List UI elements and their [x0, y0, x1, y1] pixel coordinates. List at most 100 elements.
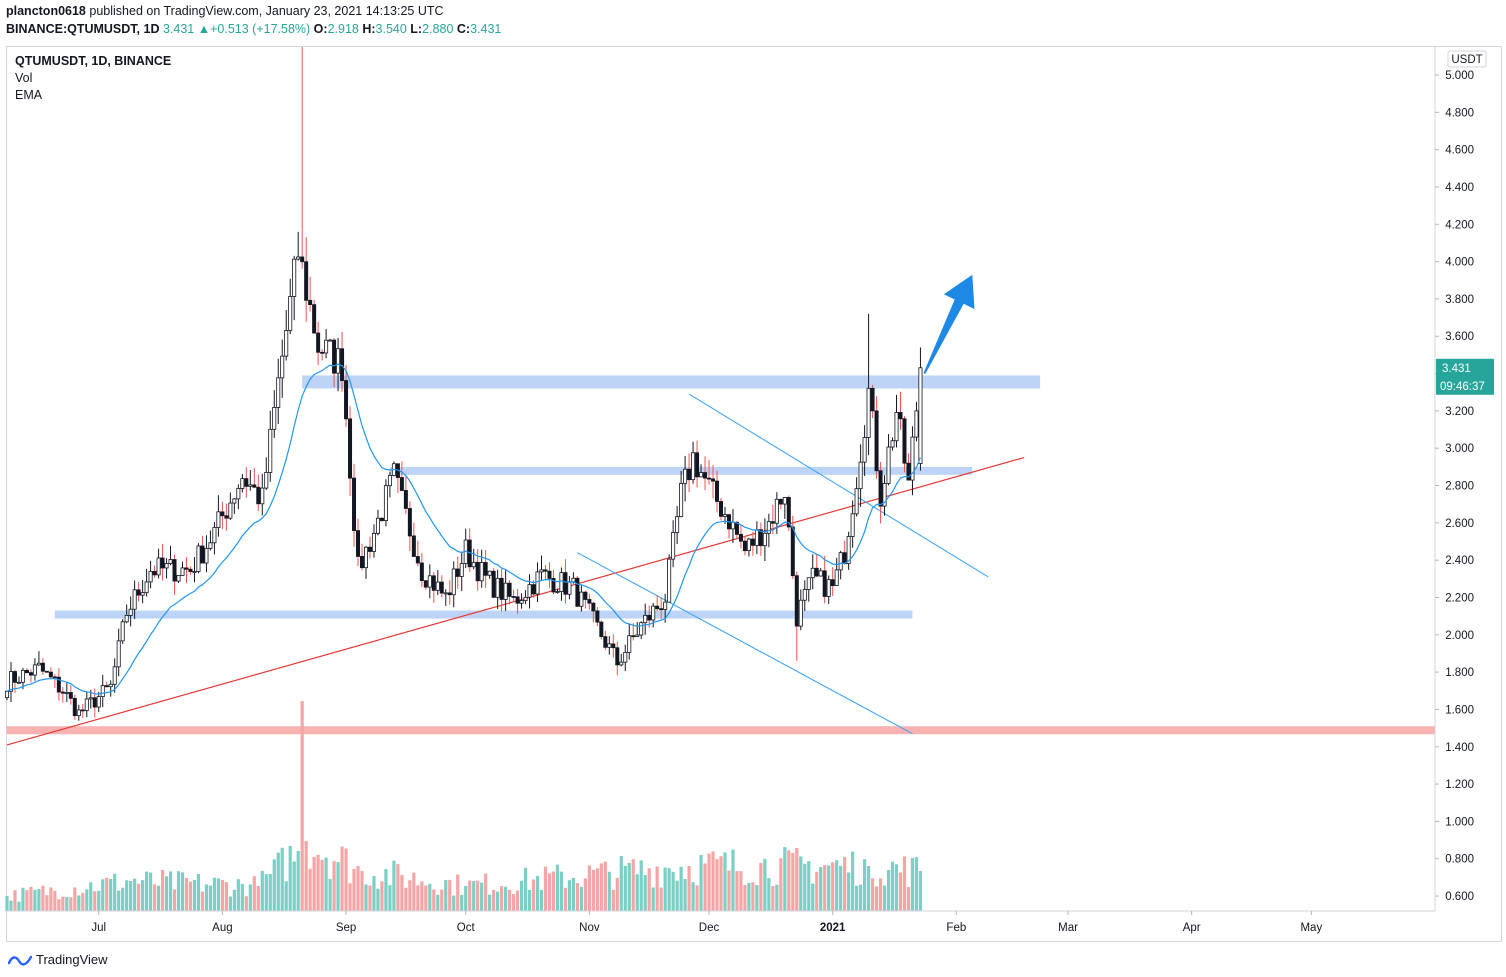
price-tick-label: 4.400	[1445, 182, 1474, 194]
candle-body	[699, 472, 704, 478]
legend-ema[interactable]: EMA	[15, 88, 43, 102]
volume-bar	[719, 856, 723, 911]
volume-bar	[308, 868, 312, 911]
countdown-label: 09:46:37	[1440, 381, 1485, 393]
price-tick-label: 2.200	[1445, 592, 1474, 604]
volume-bar	[77, 895, 81, 911]
volume-bar	[707, 853, 711, 911]
candle-body	[711, 478, 716, 482]
time-tick-label: Aug	[212, 922, 232, 934]
candle-body	[519, 600, 524, 604]
volume-bar	[376, 888, 380, 911]
volume-bar	[819, 867, 823, 911]
candle-body	[280, 355, 285, 379]
candle-body	[762, 532, 767, 547]
candle-body	[655, 605, 660, 610]
volume-bar	[224, 882, 228, 911]
candle-body	[88, 697, 93, 700]
volume-bar	[468, 880, 472, 911]
volume-bar	[324, 857, 328, 911]
volume-bar	[17, 901, 21, 911]
price-axis: 5.000 4.800 4.600 4.400 4.200 4.000 3.800 3.600…	[1434, 47, 1494, 911]
volume-bar	[113, 873, 117, 911]
volume-bar	[412, 872, 416, 911]
candle-body	[507, 582, 512, 597]
volume-bar	[216, 878, 221, 911]
volume-bar	[33, 889, 37, 911]
candle-body	[212, 527, 217, 544]
volume-bar	[607, 871, 611, 911]
publisher-name[interactable]: plancton0618	[6, 4, 86, 18]
volume-bar	[292, 861, 296, 911]
candle-body	[459, 563, 464, 577]
candle-body	[587, 599, 592, 604]
candle-body	[300, 256, 305, 263]
candle-body	[228, 502, 233, 519]
volume-bar	[775, 884, 779, 911]
time-tick-label: Oct	[457, 922, 476, 934]
volume-bar	[831, 862, 835, 911]
volume-bar	[156, 885, 161, 911]
candle-body	[272, 407, 277, 430]
tradingview-logo[interactable]: TradingView	[8, 952, 108, 967]
zone-mid	[389, 466, 973, 475]
candle-body	[866, 387, 871, 438]
volume-bar	[691, 882, 695, 911]
candle-body	[16, 681, 21, 684]
symbol-label: BINANCE:QTUMUSDT, 1D	[6, 22, 160, 36]
volume-bars	[5, 701, 923, 911]
candle-body	[539, 569, 544, 573]
price-chart[interactable]: 5.000 4.800 4.600 4.400 4.200 4.000 3.800 3.600…	[0, 0, 1506, 946]
candle-body	[451, 568, 456, 596]
candle-body	[312, 304, 317, 334]
candle-body	[914, 410, 919, 438]
candle-body	[44, 670, 49, 673]
up-triangle-icon: ▲	[197, 22, 211, 36]
last-price-label: 3.431	[1442, 363, 1471, 375]
candle-body	[906, 462, 911, 481]
volume-bar	[220, 880, 224, 911]
volume-bar	[9, 900, 13, 911]
volume-bar	[878, 878, 883, 911]
volume-bar	[615, 877, 619, 911]
candle-body	[387, 474, 392, 487]
candle-body	[240, 478, 245, 489]
volume-bar	[699, 855, 703, 911]
candle-body	[431, 575, 436, 591]
volume-bar	[711, 851, 715, 911]
low-label: L:	[410, 22, 423, 36]
price-tick-label: 0.800	[1445, 854, 1474, 866]
volume-bar	[847, 872, 851, 911]
volume-bar	[619, 855, 623, 911]
candle-body	[415, 556, 420, 564]
candle-body	[738, 533, 743, 542]
candle-body	[320, 351, 325, 354]
candle-body	[858, 461, 863, 490]
currency-box[interactable]	[1447, 50, 1487, 68]
candle-body	[778, 498, 783, 505]
candle-body	[854, 488, 859, 515]
volume-bar	[595, 868, 599, 911]
candle-body	[435, 581, 440, 591]
candle-body	[651, 605, 656, 621]
price-tick-label: 4.600	[1445, 145, 1474, 157]
volume-bar	[53, 890, 57, 911]
price-tick-label: 1.000	[1445, 816, 1474, 828]
legend-vol[interactable]: Vol	[15, 71, 33, 85]
volume-bar	[480, 882, 484, 911]
volume-bar	[172, 889, 177, 911]
volume-bar	[188, 881, 193, 911]
candle-body	[60, 691, 65, 694]
candle-body	[782, 497, 787, 505]
candle-body	[176, 575, 181, 582]
candle-body	[918, 367, 923, 464]
volume-bar	[416, 885, 420, 911]
candle-body	[379, 517, 384, 522]
candle-body	[479, 562, 484, 582]
volume-bar	[41, 885, 45, 911]
candle-body	[439, 581, 444, 594]
volume-bar	[759, 862, 763, 911]
volume-bar	[105, 877, 109, 911]
candle-body	[216, 511, 221, 528]
candle-body	[336, 348, 341, 374]
